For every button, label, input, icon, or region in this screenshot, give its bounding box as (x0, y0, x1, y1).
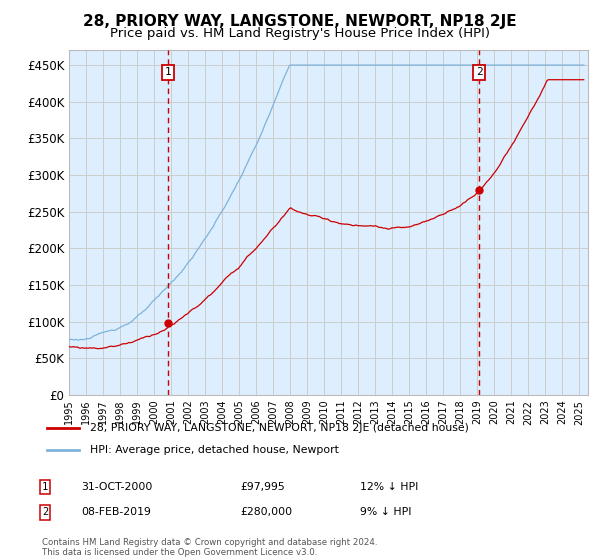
Text: £97,995: £97,995 (240, 482, 285, 492)
Text: HPI: Average price, detached house, Newport: HPI: Average price, detached house, Newp… (89, 445, 338, 455)
Text: 1: 1 (42, 482, 48, 492)
Text: 12% ↓ HPI: 12% ↓ HPI (360, 482, 418, 492)
Text: 31-OCT-2000: 31-OCT-2000 (81, 482, 152, 492)
Text: Contains HM Land Registry data © Crown copyright and database right 2024.
This d: Contains HM Land Registry data © Crown c… (42, 538, 377, 557)
Text: 2: 2 (476, 67, 482, 77)
Text: £280,000: £280,000 (240, 507, 292, 517)
Text: 28, PRIORY WAY, LANGSTONE, NEWPORT, NP18 2JE (detached house): 28, PRIORY WAY, LANGSTONE, NEWPORT, NP18… (89, 423, 469, 433)
Text: 28, PRIORY WAY, LANGSTONE, NEWPORT, NP18 2JE: 28, PRIORY WAY, LANGSTONE, NEWPORT, NP18… (83, 14, 517, 29)
Text: 08-FEB-2019: 08-FEB-2019 (81, 507, 151, 517)
Text: 9% ↓ HPI: 9% ↓ HPI (360, 507, 412, 517)
Text: 2: 2 (42, 507, 48, 517)
Text: 1: 1 (165, 67, 172, 77)
Text: Price paid vs. HM Land Registry's House Price Index (HPI): Price paid vs. HM Land Registry's House … (110, 27, 490, 40)
